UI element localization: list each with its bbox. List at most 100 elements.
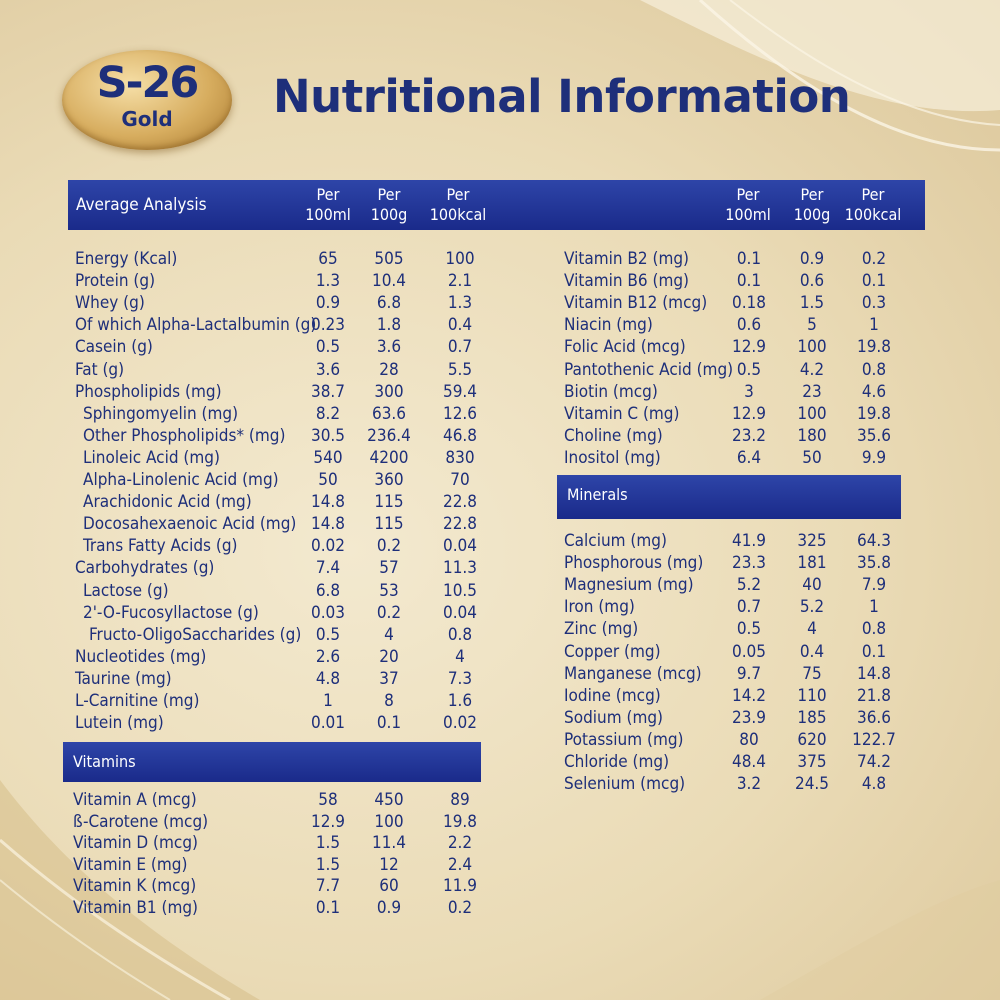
value-per-100g: 0.6 — [799, 271, 825, 292]
header-col-line: Per — [861, 185, 885, 204]
table-row: Niacin (mg) 0.6 5 1 — [564, 315, 904, 337]
table-row: Zinc (mg) 0.5 4 0.8 — [564, 619, 904, 641]
table-row: L-Carnitine (mg) 1 8 1.6 — [75, 691, 485, 713]
value-per-100ml: 14.8 — [310, 492, 346, 513]
table-row: Magnesium (mg) 5.2 40 7.9 — [564, 575, 904, 597]
table-row: Iron (mg) 0.7 5.2 1 — [564, 597, 904, 619]
value-per-100g: 115 — [374, 492, 404, 513]
nutrient-name: Iodine (mcg) — [564, 685, 661, 706]
value-per-100kcal: 19.8 — [442, 811, 478, 832]
minerals-label: Minerals — [567, 485, 628, 504]
value-per-100ml: 38.7 — [310, 381, 346, 402]
value-per-100g: 75 — [802, 663, 822, 684]
value-per-100kcal: 2.4 — [447, 854, 473, 875]
nutrient-name: Taurine (mg) — [75, 668, 172, 689]
nutrient-name: Carbohydrates (g) — [75, 558, 215, 579]
value-per-100ml: 0.1 — [315, 897, 341, 918]
nutrient-name: Vitamin K (mcg) — [73, 876, 197, 896]
value-per-100ml: 7.4 — [315, 558, 341, 579]
nutrient-name: ß-Carotene (mcg) — [73, 811, 209, 832]
value-per-100kcal: 0.1 — [861, 271, 887, 292]
nutrient-name: Lactose (g) — [83, 580, 169, 601]
value-per-100kcal: 1.3 — [447, 293, 473, 314]
nutrient-name: Vitamin B6 (mg) — [564, 271, 690, 292]
nutrient-name: Copper (mg) — [564, 641, 661, 662]
value-per-100ml: 3 — [744, 381, 754, 402]
value-per-100g: 23 — [802, 381, 822, 402]
brand-logo: S-26 Gold — [62, 50, 232, 150]
value-per-100ml: 0.23 — [310, 315, 346, 336]
table-row: Docosahexaenoic Acid (mg) 14.8 115 22.8 — [75, 514, 485, 536]
nutrient-name: Arachidonic Acid (mg) — [83, 492, 252, 513]
table-row: Manganese (mcg) 9.7 75 14.8 — [564, 664, 904, 686]
value-per-100g: 100 — [374, 811, 404, 832]
value-per-100ml: 80 — [739, 729, 759, 750]
value-per-100ml: 0.5 — [315, 337, 341, 358]
table-row: 2'-O-Fucosyllactose (g) 0.03 0.2 0.04 — [75, 603, 485, 625]
header-col-line: Per — [316, 185, 340, 204]
table-row: Fructo-OligoSaccharides (g) 0.5 4 0.8 — [75, 625, 485, 647]
value-per-100g: 37 — [379, 668, 399, 689]
header-col-line: 100kcal — [429, 205, 487, 224]
header-per-100kcal: Per 100kcal — [423, 185, 493, 225]
value-per-100ml: 50 — [318, 470, 338, 490]
value-per-100kcal: 35.6 — [856, 425, 892, 446]
table-row: Lactose (g) 6.8 53 10.5 — [75, 581, 485, 603]
value-per-100g: 1.5 — [799, 293, 825, 314]
value-per-100ml: 0.03 — [310, 602, 346, 623]
value-per-100ml: 0.5 — [736, 359, 762, 380]
value-per-100g: 0.4 — [799, 641, 825, 662]
value-per-100kcal: 0.04 — [442, 536, 478, 557]
nutrient-name: Of which Alpha-Lactalbumin (g) — [75, 315, 317, 336]
value-per-100kcal: 21.8 — [856, 685, 892, 706]
value-per-100ml: 0.01 — [310, 713, 346, 734]
nutrient-name: Fructo-OligoSaccharides (g) — [89, 624, 302, 645]
nutrient-name: Fat (g) — [75, 359, 125, 380]
value-per-100g: 20 — [379, 646, 399, 667]
header-col-line: 100ml — [725, 205, 771, 224]
value-per-100kcal: 7.9 — [861, 575, 887, 596]
nutrient-name: Linoleic Acid (mg) — [83, 447, 220, 468]
table-row: Potassium (mg) 80 620 122.7 — [564, 730, 904, 752]
table-row: Arachidonic Acid (mg) 14.8 115 22.8 — [75, 492, 485, 514]
value-per-100ml: 12.9 — [731, 403, 767, 424]
brand-name: S-26 — [96, 58, 200, 108]
value-per-100ml: 41.9 — [731, 531, 767, 551]
value-per-100g: 375 — [797, 752, 827, 772]
value-per-100ml: 3.6 — [315, 359, 341, 380]
value-per-100ml: 1.5 — [315, 833, 341, 853]
value-per-100g: 0.2 — [376, 536, 402, 557]
value-per-100ml: 6.8 — [315, 580, 341, 601]
value-per-100ml: 4.8 — [315, 668, 341, 689]
value-per-100g: 0.9 — [376, 897, 402, 918]
value-per-100ml: 0.1 — [736, 249, 762, 269]
nutrient-name: Lutein (mg) — [75, 713, 164, 734]
value-per-100ml: 6.4 — [736, 447, 762, 468]
table-row: Casein (g) 0.5 3.6 0.7 — [75, 337, 485, 359]
value-per-100kcal: 10.5 — [442, 580, 478, 601]
value-per-100ml: 1.3 — [315, 271, 341, 292]
table-row: Vitamin A (mcg) 58 450 89 — [73, 790, 483, 812]
value-per-100kcal: 9.9 — [861, 447, 887, 468]
value-per-100ml: 0.9 — [315, 293, 341, 314]
value-per-100g: 620 — [797, 729, 827, 750]
value-per-100g: 28 — [379, 359, 399, 380]
header-col-line: 100g — [370, 205, 408, 224]
value-per-100g: 50 — [802, 447, 822, 468]
header-col-line: Per — [377, 185, 401, 204]
header-col-line: Per — [446, 185, 470, 204]
value-per-100kcal: 36.6 — [856, 707, 892, 728]
value-per-100kcal: 14.8 — [856, 663, 892, 684]
table-row: Choline (mg) 23.2 180 35.6 — [564, 426, 904, 448]
minerals-section-header: Minerals — [557, 475, 901, 519]
value-per-100ml: 9.7 — [736, 663, 762, 684]
value-per-100kcal: 0.2 — [447, 897, 473, 918]
value-per-100ml: 23.2 — [731, 425, 767, 446]
value-per-100kcal: 0.2 — [861, 249, 887, 269]
table-row: Carbohydrates (g) 7.4 57 11.3 — [75, 558, 485, 580]
table-row: Folic Acid (mcg) 12.9 100 19.8 — [564, 337, 904, 359]
value-per-100kcal: 11.3 — [442, 558, 478, 579]
value-per-100g: 180 — [797, 425, 827, 446]
value-per-100g: 185 — [797, 707, 827, 728]
